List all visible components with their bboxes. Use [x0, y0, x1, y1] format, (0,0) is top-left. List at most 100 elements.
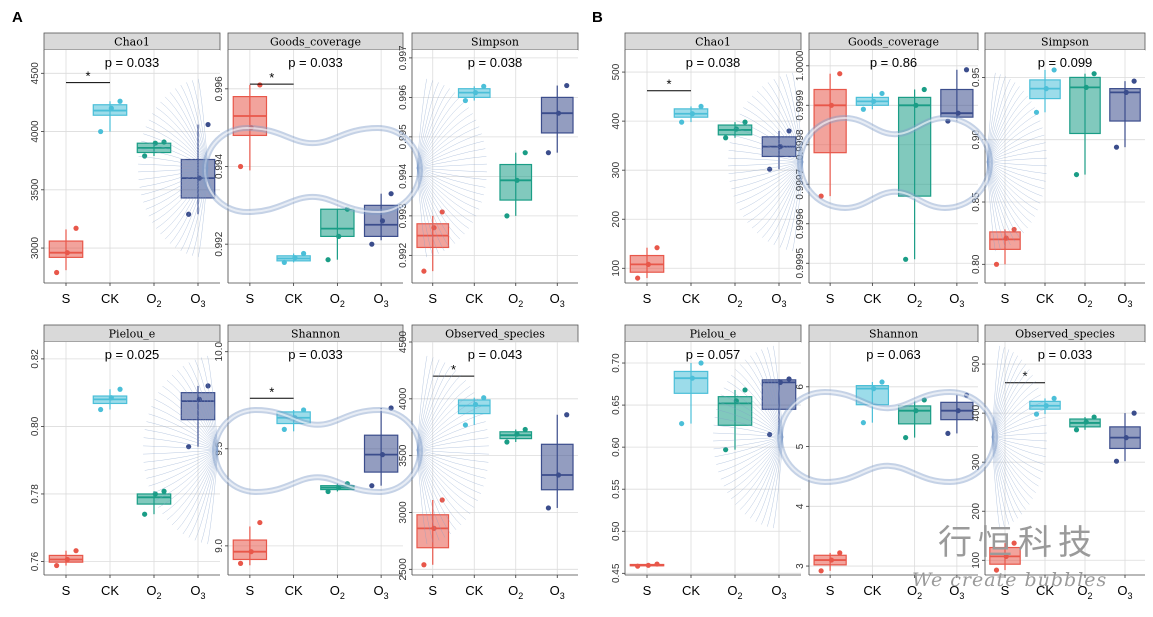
bubble-arc: [733, 127, 804, 163]
x-tick-base: O: [1117, 583, 1127, 598]
x-tick-base: O: [907, 583, 917, 598]
y-tick-label: 200: [611, 210, 622, 227]
bubble-arc: [986, 95, 1028, 163]
point-ck: [698, 103, 704, 110]
x-tick-base: O: [1077, 291, 1087, 306]
panel-b-observed-species: Observed_species 100 200 300 400 500 * p = 0.03…: [971, 324, 1146, 601]
x-tick-label: CK: [682, 291, 700, 306]
bubble-fan-a-bottom-right: [416, 355, 489, 545]
bubble-arc: [991, 436, 1041, 480]
bubble-arc: [986, 161, 1046, 182]
bubble-arc: [986, 161, 1045, 190]
bubble-arc: [991, 436, 1018, 519]
point-o3: [1113, 458, 1120, 464]
x-tick-subscript: 3: [959, 299, 964, 309]
x-tick-base: O: [374, 583, 384, 598]
point-o3: [1113, 144, 1120, 150]
bubble-arc: [986, 90, 1024, 163]
bubble-arc: [750, 355, 784, 438]
point-ck: [860, 420, 866, 426]
bubble-arc: [148, 449, 219, 487]
bubble-arc: [991, 369, 1030, 438]
x-tick-label: CK: [465, 291, 483, 306]
x-tick-label: S: [643, 291, 652, 306]
bubble-arc: [416, 167, 482, 203]
bubble-arc: [177, 370, 219, 451]
bubble-arc: [767, 161, 804, 242]
plot-area: [809, 342, 978, 575]
x-tick-subscript: 2: [340, 299, 345, 309]
bubble-arc: [416, 84, 445, 169]
bubble-arc: [148, 413, 219, 451]
point-o2: [1073, 427, 1080, 433]
point-o3: [555, 110, 562, 116]
bubble-arc: [154, 449, 219, 501]
x-tick-label: O2: [330, 291, 345, 309]
y-tick-label: 4500: [398, 330, 409, 353]
bubble-arc: [416, 167, 427, 258]
bubble-arc: [723, 387, 784, 438]
point-s: [1011, 540, 1017, 546]
bubble-arc: [416, 167, 480, 210]
bubble-arc: [192, 80, 209, 169]
bubble-fan-b-bottom-left: [713, 345, 784, 529]
bubble-arc: [416, 449, 467, 520]
bubble-tube-highlight: [214, 408, 421, 494]
p-value-label: p = 0.033: [105, 55, 160, 70]
bubble-arc: [416, 101, 465, 169]
bubble-arc: [182, 449, 219, 535]
y-tick-label: 3500: [398, 444, 409, 467]
point-o2: [733, 126, 739, 132]
bubble-arc: [160, 167, 209, 235]
p-value-label: p = 0.038: [468, 55, 523, 70]
bubble-arc: [416, 449, 434, 543]
bubble-arc: [416, 374, 462, 451]
x-tick-label: O3: [190, 291, 205, 309]
bubble-arc: [416, 449, 475, 508]
bubble-arc: [991, 347, 1005, 438]
point-o3: [1123, 89, 1129, 95]
significance-star: *: [666, 77, 671, 92]
strip-title: Observed_species: [445, 328, 545, 341]
bubble-arc: [143, 133, 209, 169]
bubble-arc: [156, 107, 209, 169]
bubble-arc: [416, 167, 487, 173]
x-tick-label: O3: [550, 583, 565, 601]
point-o2: [723, 135, 729, 141]
bubble-arc: [164, 167, 209, 240]
bubble-arc: [986, 142, 1046, 163]
bubble-arc: [416, 92, 456, 169]
point-s: [1003, 553, 1009, 559]
bubble-arc: [728, 161, 804, 174]
bubble-arc: [713, 436, 784, 442]
bubble-arc: [416, 167, 473, 223]
x-tick-label: CK: [863, 291, 881, 306]
bubble-arc: [986, 157, 1047, 163]
bubble-arc: [138, 156, 209, 169]
x-tick-subscript: 3: [384, 299, 389, 309]
bubble-arc: [713, 432, 784, 438]
point-ck: [1043, 86, 1049, 92]
bubble-arc: [416, 167, 477, 217]
point-o2: [522, 150, 528, 156]
bubble-fan-a-top-right: [416, 78, 487, 258]
bubble-arc: [143, 449, 219, 455]
x-tick-label: CK: [1036, 291, 1054, 306]
bubble-arc: [986, 161, 1028, 229]
point-o3: [1123, 435, 1129, 441]
x-tick-label: O2: [1077, 291, 1092, 309]
y-tick-label: 9.0: [214, 538, 225, 552]
bubble-arc: [416, 449, 486, 479]
point-o3: [945, 118, 951, 124]
bubble-arc: [145, 126, 209, 169]
point-o3: [369, 483, 375, 489]
x-tick-label: S: [62, 291, 71, 306]
bubble-arc: [986, 82, 1016, 163]
bubble-arc: [416, 449, 471, 515]
bubble-arc: [416, 449, 428, 545]
bubble-arc: [416, 370, 457, 451]
x-tick-base: O: [727, 583, 737, 598]
point-ck: [1051, 395, 1057, 402]
y-tick-label: 0.9997: [795, 169, 806, 200]
